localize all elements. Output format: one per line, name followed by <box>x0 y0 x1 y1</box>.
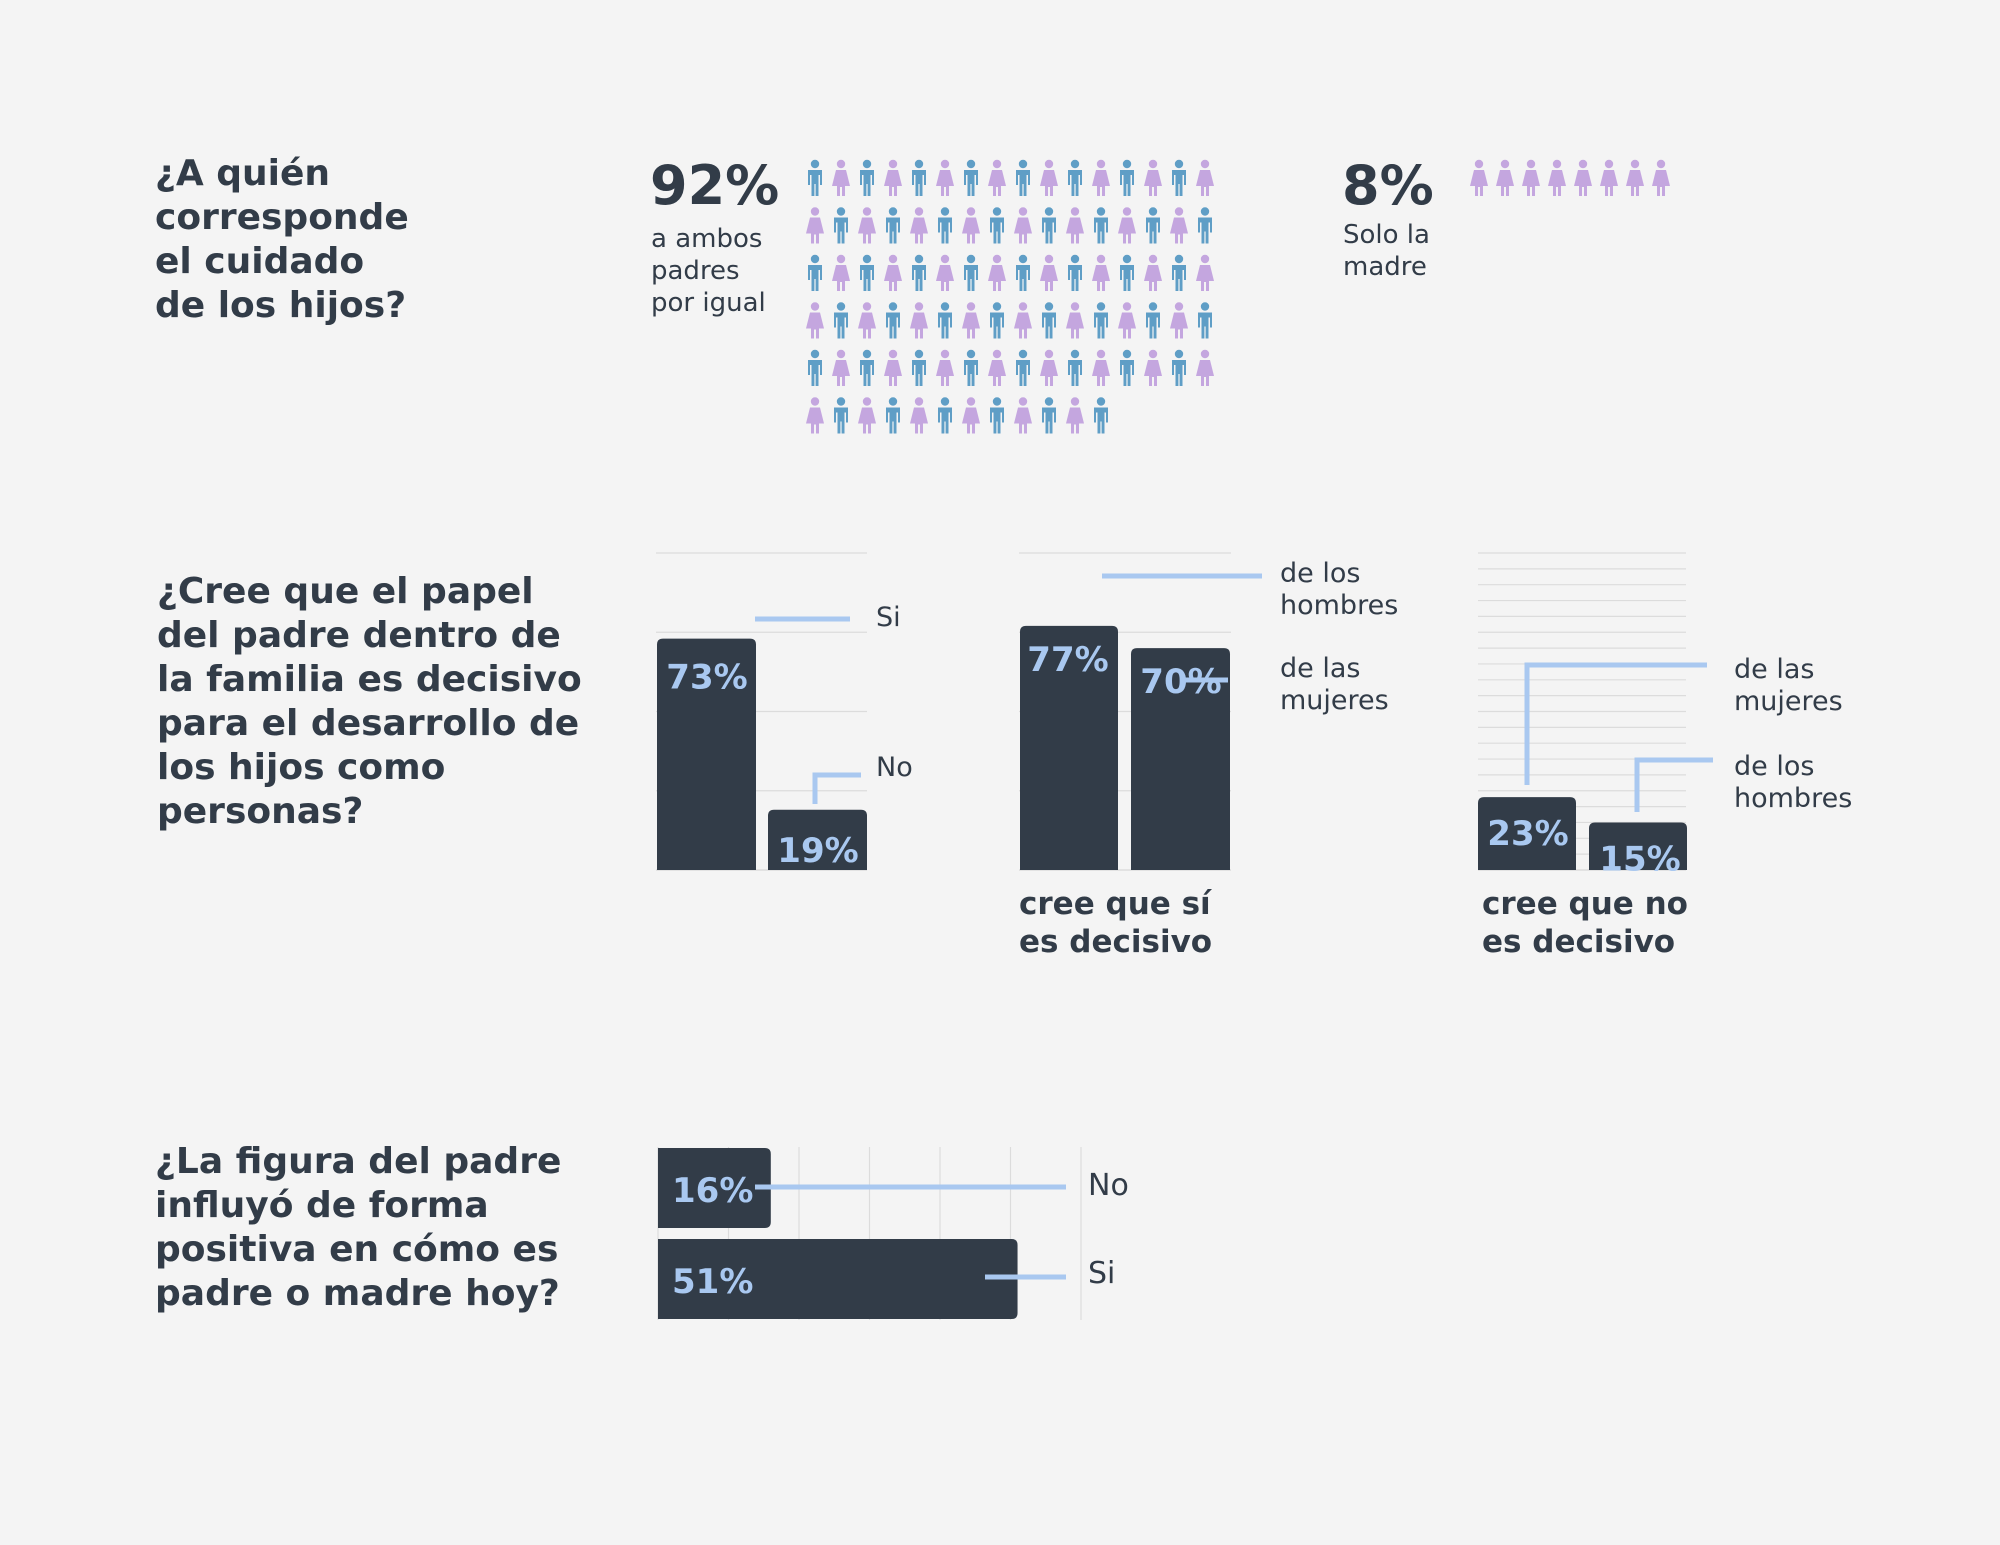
bar-value-label: 19% <box>777 831 858 871</box>
pct-both-parents: 92% <box>650 154 780 217</box>
question-decisive: ¿Cree que el papel del padre dentro de l… <box>157 571 582 832</box>
bar <box>768 809 867 870</box>
category-label: No <box>1088 1168 1129 1203</box>
bar <box>1020 625 1118 870</box>
group-label-no-decisive: cree que no es decisivo <box>1482 886 1688 960</box>
bar-value-label: 77% <box>1027 640 1108 680</box>
bar <box>657 638 756 870</box>
leader-line <box>1634 757 1713 812</box>
label-only-mother: Solo la madre <box>1343 220 1430 282</box>
pct-only-mother: 8% <box>1342 154 1434 217</box>
bar-chart-si-no: 73% 19% Si No <box>656 552 913 871</box>
bar-chart-no-decisive: 23% 15% de las mujeres de los hombres <box>1478 552 1852 879</box>
category-label: Si <box>876 602 901 633</box>
question-positive-influence: ¿La figura del padre influyó de forma po… <box>155 1141 562 1314</box>
bar-value-label: 73% <box>666 658 747 698</box>
group-label-yes-decisive: cree que sí es decisivo <box>1019 886 1213 960</box>
leader-line <box>812 772 861 804</box>
category-label: No <box>876 752 913 783</box>
category-label: de las mujeres <box>1280 653 1389 716</box>
category-label: de los hombres <box>1734 751 1852 814</box>
bar <box>1478 797 1576 870</box>
bar <box>658 1148 771 1228</box>
bar-value-label: 51% <box>672 1262 753 1302</box>
bar-value-label: 15% <box>1599 839 1680 879</box>
category-label: Si <box>1088 1256 1115 1291</box>
bar <box>1589 822 1687 870</box>
bar <box>1131 648 1230 870</box>
leader-line <box>1524 662 1707 785</box>
bar-value-label: 16% <box>672 1171 753 1211</box>
bar <box>658 1239 1018 1319</box>
bar-chart-influence: 16% 51% No Si <box>657 1147 1129 1320</box>
category-label: de las mujeres <box>1734 654 1843 717</box>
category-label: de los hombres <box>1280 558 1398 621</box>
question-care: ¿A quién corresponde el cuidado de los h… <box>155 153 409 326</box>
label-both-parents: a ambos padres por igual <box>651 224 766 318</box>
bar-value-label: 23% <box>1487 814 1568 854</box>
